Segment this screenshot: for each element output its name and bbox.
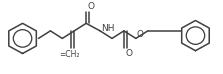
- Text: NH: NH: [101, 24, 115, 34]
- Text: O: O: [137, 30, 144, 39]
- Text: O: O: [87, 2, 94, 11]
- Text: =CH₂: =CH₂: [59, 50, 80, 59]
- Text: O: O: [126, 49, 133, 58]
